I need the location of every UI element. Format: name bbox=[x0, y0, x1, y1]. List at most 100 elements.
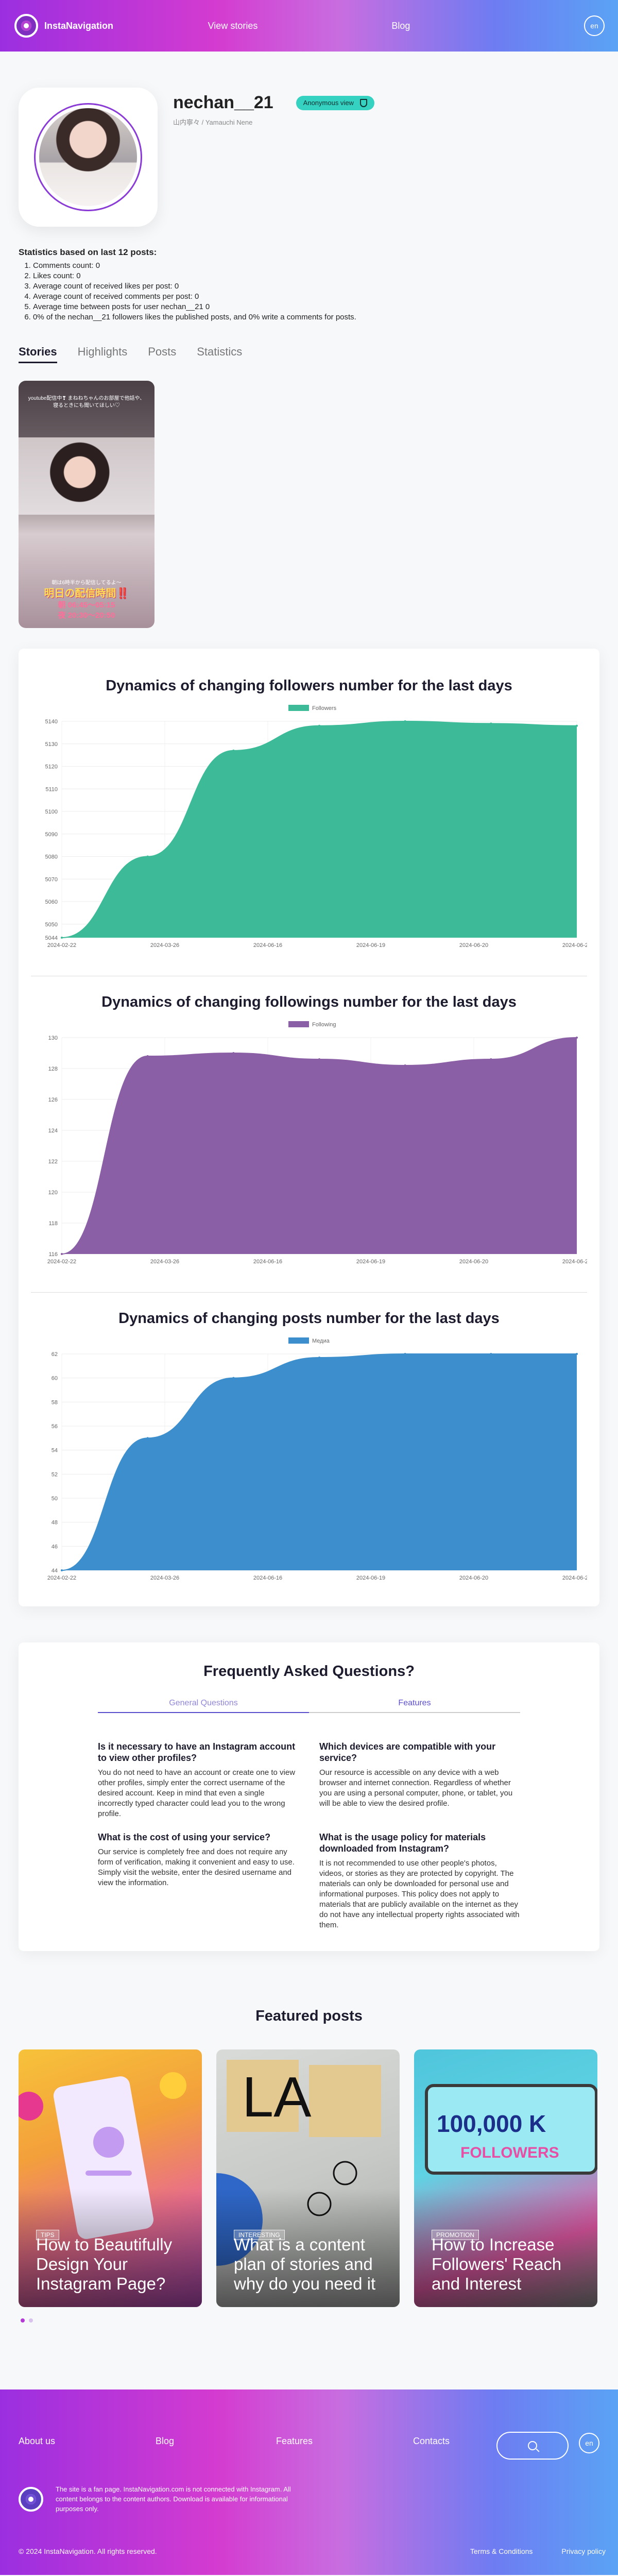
slider-dot[interactable] bbox=[29, 2318, 33, 2323]
y-tick-label: 120 bbox=[48, 1190, 58, 1196]
terms-link[interactable]: Terms & Conditions bbox=[470, 2547, 533, 2555]
featured-post-card[interactable]: LA INTERESTING What is a content plan of… bbox=[216, 2049, 400, 2307]
footer: About us Blog Features Contacts en The s… bbox=[0, 2389, 618, 2575]
legend-label: Following bbox=[312, 1022, 336, 1028]
stat-item: Likes count: 0 bbox=[33, 271, 599, 281]
featured-posts-list: TIPS How to Beautifully Design Your Inst… bbox=[0, 2049, 618, 2307]
post-illustration: LA bbox=[216, 2060, 381, 2266]
tab-highlights[interactable]: Highlights bbox=[77, 345, 128, 358]
chart-title: Dynamics of changing followers number fo… bbox=[106, 677, 512, 694]
data-point bbox=[576, 1353, 578, 1355]
logo-text: InstaNavigation bbox=[44, 20, 114, 31]
story-card[interactable]: youtube配信中❣︎ まねねちゃんのお部屋で他話や、寝るときにも聞いてほしい… bbox=[19, 381, 154, 628]
x-tick-label: 2024-06-22 bbox=[562, 1575, 587, 1581]
legend-swatch bbox=[288, 1021, 309, 1027]
series-line bbox=[61, 1353, 577, 1571]
y-tick-label: 5050 bbox=[45, 922, 58, 928]
faq-tabs: General Questions Features bbox=[98, 1699, 520, 1713]
featured-post-card[interactable]: TIPS How to Beautifully Design Your Inst… bbox=[19, 2049, 202, 2307]
x-tick-label: 2024-02-22 bbox=[47, 1259, 76, 1265]
data-point bbox=[490, 1353, 492, 1355]
y-tick-label: 5090 bbox=[45, 832, 58, 838]
followers-chart-svg: Followers 5044 5050 5060 5070 5080 5090 5100 511… bbox=[45, 705, 587, 948]
divider bbox=[31, 1292, 587, 1293]
faq-answer: Our service is completely free and does … bbox=[98, 1848, 295, 1887]
y-tick-label: 124 bbox=[48, 1128, 58, 1134]
stat-item: Average count of received comments per p… bbox=[33, 292, 599, 302]
tab-statistics[interactable]: Statistics bbox=[197, 345, 243, 358]
data-point bbox=[404, 1353, 406, 1355]
x-tick-label: 2024-06-20 bbox=[459, 1575, 488, 1581]
profile-section: nechan__21 Anonymous view 山内寧々 / Yamauch… bbox=[0, 52, 618, 227]
tab-stories[interactable]: Stories bbox=[19, 345, 57, 363]
post-image-letter-l: LA bbox=[242, 2065, 312, 2129]
data-point bbox=[61, 1569, 63, 1571]
faq-question: What is the usage policy for materials d… bbox=[319, 1832, 486, 1854]
y-tick-label: 5070 bbox=[45, 876, 58, 883]
y-tick-label: 128 bbox=[48, 1066, 58, 1072]
stat-item: Average count of received likes per post… bbox=[33, 281, 599, 292]
faq-item: What is the cost of using your service? … bbox=[98, 1832, 299, 1930]
y-tick-label: 5100 bbox=[45, 809, 58, 815]
footer-link-blog[interactable]: Blog bbox=[156, 2435, 175, 2446]
y-tick-label: 54 bbox=[52, 1448, 58, 1454]
slider-dots bbox=[0, 2307, 618, 2323]
footer-disclaimer: The site is a fan page. InstaNavigation.… bbox=[19, 2484, 303, 2514]
faq-grid: Is it necessary to have an Instagram acc… bbox=[98, 1741, 520, 1930]
x-tick-label: 2024-03-26 bbox=[150, 1575, 179, 1581]
post-image-followers: FOLLOWERS bbox=[460, 2144, 559, 2161]
anonymous-view-label: Anonymous view bbox=[303, 99, 354, 107]
footer-link-about[interactable]: About us bbox=[19, 2435, 56, 2446]
data-point bbox=[490, 722, 492, 725]
y-tick-label: 5140 bbox=[45, 719, 58, 725]
nav-view-stories[interactable]: View stories bbox=[208, 20, 258, 31]
y-tick-label: 44 bbox=[52, 1568, 58, 1574]
footer-search-button[interactable] bbox=[496, 2432, 569, 2460]
faq-tab-general[interactable]: General Questions bbox=[98, 1699, 309, 1713]
tab-posts[interactable]: Posts bbox=[148, 345, 177, 358]
nav-blog[interactable]: Blog bbox=[391, 20, 410, 31]
copyright: © 2024 InstaNavigation. All rights reser… bbox=[19, 2547, 157, 2555]
post-overlay bbox=[414, 2189, 597, 2307]
post-overlay bbox=[19, 2189, 202, 2307]
series-area bbox=[62, 1354, 577, 1570]
x-tick-label: 2024-06-19 bbox=[356, 942, 385, 948]
data-point bbox=[576, 724, 578, 727]
faq-question: Is it necessary to have an Instagram acc… bbox=[98, 1741, 296, 1763]
y-tick-label: 56 bbox=[52, 1423, 58, 1430]
x-tick-label: 2024-06-22 bbox=[562, 1259, 587, 1265]
followers-chart: Dynamics of changing followers number fo… bbox=[31, 677, 587, 958]
faq-tab-features[interactable]: Features bbox=[309, 1699, 520, 1713]
y-tick-label: 48 bbox=[52, 1520, 58, 1526]
site-logo[interactable]: InstaNavigation bbox=[14, 14, 113, 38]
footer-logo-icon bbox=[19, 2486, 43, 2512]
x-tick-label: 2024-02-22 bbox=[47, 942, 76, 948]
anonymous-view-badge: Anonymous view bbox=[296, 95, 374, 110]
x-tick-label: 2024-06-16 bbox=[253, 942, 282, 948]
y-tick-label: 50 bbox=[52, 1496, 58, 1502]
y-tick-label: 5120 bbox=[45, 764, 58, 770]
privacy-link[interactable]: Privacy policy bbox=[561, 2547, 606, 2555]
featured-post-card[interactable]: 100,000 K FOLLOWERS PROMOTION How to Inc… bbox=[414, 2049, 597, 2307]
language-button[interactable]: en bbox=[584, 15, 605, 36]
disclaimer-text: The site is a fan page. InstaNavigation.… bbox=[56, 2485, 291, 2513]
data-point bbox=[146, 855, 149, 858]
followings-chart: Dynamics of changing followings number f… bbox=[31, 994, 587, 1275]
footer-language-button[interactable]: en bbox=[579, 2433, 599, 2453]
faq-item: What is the usage policy for materials d… bbox=[319, 1832, 520, 1930]
story-time-night: 夜 20:30〜20:50 bbox=[58, 611, 115, 620]
footer-link-features[interactable]: Features bbox=[276, 2435, 313, 2446]
avatar-card bbox=[19, 88, 158, 227]
footer-link-contacts[interactable]: Contacts bbox=[413, 2435, 450, 2446]
story-top-text: youtube配信中❣︎ まねねちゃんのお部屋で他話や、寝るときにも聞いてほしい… bbox=[28, 396, 145, 409]
data-point bbox=[232, 1052, 235, 1054]
post-overlay bbox=[216, 2189, 400, 2307]
data-point bbox=[318, 1058, 320, 1060]
x-tick-label: 2024-06-20 bbox=[459, 1259, 488, 1265]
series-line bbox=[61, 720, 577, 938]
posts-chart-svg: Медиа 44 46 48 50 52 54 56 58 60 62 2024-02-22 2024-… bbox=[47, 1337, 587, 1581]
posts-chart: Dynamics of changing posts number for th… bbox=[31, 1310, 587, 1591]
slider-dot[interactable] bbox=[21, 2318, 25, 2323]
post-image-number: 100,000 K bbox=[437, 2110, 546, 2137]
post-illustration: 100,000 K FOLLOWERS bbox=[425, 2084, 597, 2175]
